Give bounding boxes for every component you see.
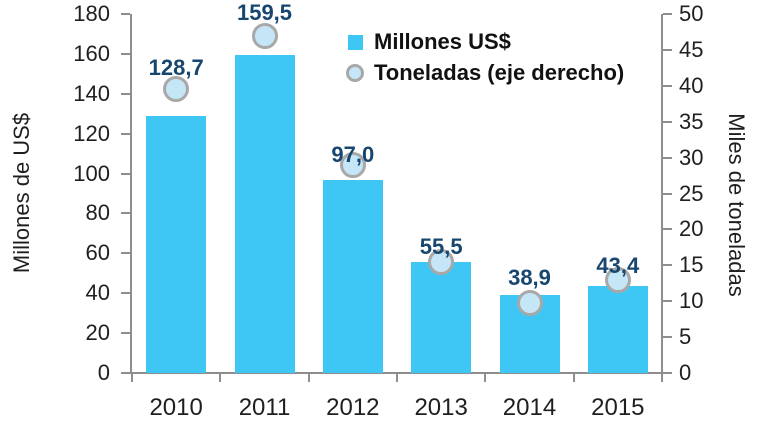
right-axis-tick bbox=[663, 13, 672, 15]
bar bbox=[234, 54, 295, 373]
left-axis-tick bbox=[121, 212, 130, 215]
left-axis-tick-label: 100 bbox=[73, 160, 110, 186]
bar bbox=[146, 116, 207, 373]
x-axis-category-label: 2013 bbox=[414, 394, 468, 421]
legend: Millones US$ Toneladas (eje derecho) bbox=[344, 29, 625, 86]
right-axis-line bbox=[661, 14, 663, 373]
x-axis-category-label: 2014 bbox=[502, 394, 557, 421]
left-axis-tick-label: 140 bbox=[73, 80, 110, 106]
legend-item-toneladas: Toneladas (eje derecho) bbox=[344, 60, 625, 86]
x-axis-category-label: 2015 bbox=[591, 394, 645, 421]
left-axis-tick-label: 40 bbox=[85, 280, 110, 306]
bar bbox=[587, 286, 648, 373]
right-axis-tick bbox=[663, 192, 672, 195]
bar-value-label: 159,5 bbox=[236, 0, 293, 25]
x-axis-tick bbox=[661, 373, 663, 382]
left-axis-line bbox=[130, 14, 132, 373]
left-axis-tick bbox=[121, 13, 130, 15]
right-axis-tick-label: 35 bbox=[679, 108, 704, 134]
x-axis-tick bbox=[396, 373, 398, 382]
left-axis-tick bbox=[121, 132, 130, 135]
scatter-series-marker-icon bbox=[346, 64, 364, 83]
bar-value-label: 38,9 bbox=[508, 265, 551, 290]
left-axis-tick bbox=[121, 332, 130, 335]
bar-value-label: 97,0 bbox=[331, 142, 375, 167]
right-axis-tick bbox=[663, 336, 672, 339]
legend-item-millones: Millones US$ bbox=[344, 29, 624, 54]
left-axis-tick-label: 180 bbox=[73, 1, 110, 26]
left-axis-tick-label: 120 bbox=[73, 120, 110, 146]
tonnes-marker bbox=[339, 151, 366, 178]
x-axis-tick bbox=[307, 373, 310, 382]
right-axis-tick-label: 15 bbox=[679, 252, 704, 278]
bar-value-label: 128,7 bbox=[148, 55, 204, 80]
right-axis-tick-label: 5 bbox=[679, 324, 692, 350]
right-axis-tick-label: 50 bbox=[679, 1, 704, 26]
left-axis-tick bbox=[121, 292, 130, 295]
bar-series-swatch-icon bbox=[347, 34, 363, 50]
left-axis-tick-label: 80 bbox=[85, 200, 110, 226]
bar-value-label: 55,5 bbox=[419, 234, 463, 259]
right-axis-tick bbox=[663, 156, 672, 159]
left-axis-tick-label: 0 bbox=[97, 360, 110, 385]
right-axis-tick-label: 30 bbox=[679, 144, 704, 170]
right-axis-tick-label: 45 bbox=[679, 36, 704, 62]
x-axis-category-label: 2010 bbox=[149, 394, 203, 421]
left-axis-tick bbox=[121, 252, 130, 255]
right-axis-tick bbox=[663, 120, 672, 123]
right-axis-tick bbox=[663, 48, 672, 51]
x-axis-tick bbox=[572, 373, 575, 382]
right-axis-tick-label: 10 bbox=[679, 288, 704, 314]
tonnes-marker bbox=[604, 266, 631, 293]
left-axis-tick bbox=[121, 172, 130, 175]
left-axis-title: Millones de US$ bbox=[9, 112, 34, 274]
right-axis-tick-label: 20 bbox=[679, 216, 704, 242]
left-axis-tick-label: 20 bbox=[85, 320, 110, 346]
right-axis-tick bbox=[663, 264, 672, 267]
tonnes-marker bbox=[516, 289, 543, 316]
right-axis-tick-label: 0 bbox=[679, 360, 692, 385]
x-axis-tick bbox=[131, 373, 133, 382]
bar bbox=[411, 262, 472, 373]
tonnes-marker bbox=[428, 248, 455, 275]
left-axis-tick bbox=[121, 92, 130, 95]
right-axis-tick-label: 40 bbox=[679, 72, 704, 98]
right-axis-tick bbox=[663, 228, 672, 231]
tonnes-marker bbox=[251, 22, 278, 49]
legend-label-toneladas: Toneladas (eje derecho) bbox=[374, 60, 625, 86]
left-axis-tick-label: 60 bbox=[85, 240, 110, 266]
bar bbox=[322, 179, 383, 373]
legend-marker-slot bbox=[344, 64, 366, 83]
right-axis-tick-label: 25 bbox=[679, 180, 704, 206]
right-axis-tick bbox=[663, 84, 672, 87]
x-axis-category-label: 2011 bbox=[238, 394, 291, 421]
legend-marker-slot bbox=[344, 34, 366, 50]
right-axis-title: Miles de toneladas bbox=[724, 113, 749, 297]
x-axis-category-label: 2012 bbox=[326, 394, 380, 421]
left-axis-tick-label: 160 bbox=[73, 40, 110, 66]
right-axis-tick bbox=[663, 300, 672, 303]
legend-label-millones: Millones US$ bbox=[374, 29, 511, 54]
x-axis-tick bbox=[484, 373, 487, 382]
left-axis-tick bbox=[121, 372, 130, 374]
bar-value-label: 43,4 bbox=[596, 253, 640, 278]
tonnes-marker bbox=[163, 76, 190, 103]
x-axis-tick bbox=[219, 373, 222, 382]
right-axis-tick bbox=[663, 372, 672, 374]
left-axis-tick bbox=[121, 52, 130, 55]
